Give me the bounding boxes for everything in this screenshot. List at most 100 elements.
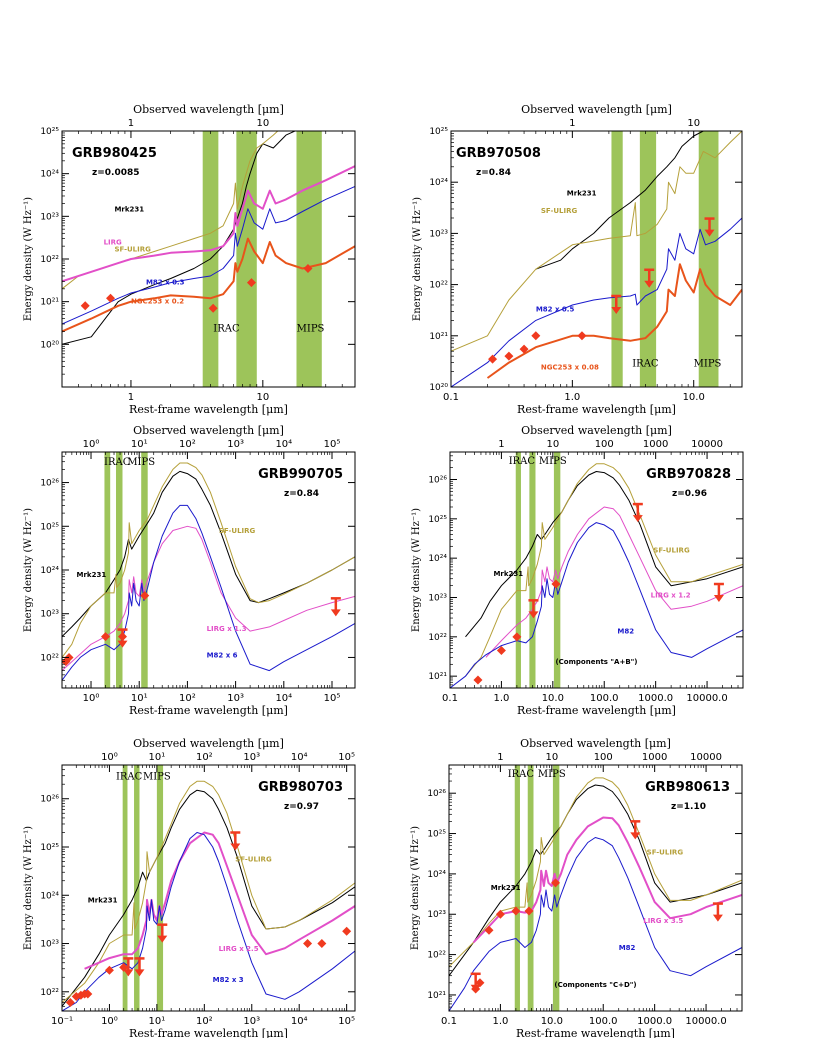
panel-title: GRB990705 <box>258 467 343 482</box>
data-point <box>473 675 483 685</box>
instrument-band <box>515 452 521 688</box>
y-tick-label: 10²⁵ <box>428 515 447 525</box>
series-line-sfulirg <box>62 131 279 290</box>
top-tick-label: 10⁰ <box>101 752 118 763</box>
x-tick-label: 0.1 <box>442 693 458 704</box>
instrument-band <box>552 765 560 1011</box>
series-line-lirg <box>84 831 355 970</box>
y-axis-title: Energy density (W Hz⁻¹) <box>23 508 34 632</box>
upper-limit-head <box>704 229 715 237</box>
sed-panel-grb970828: 0.1 1.0 10.0 100.0 1000.0 10000.0 1 10 100 1000 10… <box>411 424 744 717</box>
y-tick-label: 10²⁴ <box>429 178 448 188</box>
x-tick-label: 10¹ <box>131 693 148 704</box>
band-label: MIPS <box>143 772 171 783</box>
instrument-band <box>104 452 111 688</box>
x-tick-label: 10⁴ <box>291 1016 308 1027</box>
y-tick-label: 10²⁴ <box>40 566 59 576</box>
data-point <box>504 351 514 361</box>
data-point <box>511 906 521 916</box>
plot-area <box>450 452 743 688</box>
top-tick-label: 100 <box>595 439 614 450</box>
top-tick-label: 1000 <box>643 439 668 450</box>
y-tick-label: 10²¹ <box>428 672 447 682</box>
data-point <box>208 303 218 313</box>
data-point <box>140 591 150 601</box>
upper-limit <box>712 902 723 922</box>
upper-limit-head <box>713 595 724 603</box>
series-line-m82 <box>451 217 742 387</box>
series-line-lirg <box>62 165 355 283</box>
series-label: Mrk231 <box>567 189 597 197</box>
sed-panel-grb980425: 1 10 1 10 10²⁰ 10²¹ 10²² 10²³ 10²⁴ 10²⁵ Rest-frame… <box>23 103 356 416</box>
x-tick-label: 10⁵ <box>324 693 341 704</box>
y-tick-label: 10²³ <box>40 212 59 222</box>
series-line-mrk231 <box>62 789 355 1007</box>
top-tick-label: 1 <box>498 439 504 450</box>
series-label: LIRG x 1.3 <box>207 625 247 633</box>
data-point <box>512 632 522 642</box>
top-tick-label: 10⁵ <box>338 752 355 763</box>
series-line-sfulirg <box>465 463 743 677</box>
x-tick-label: 100.0 <box>589 1016 618 1027</box>
upper-limit-head <box>611 306 622 314</box>
y-tick-label: 10²² <box>40 255 59 265</box>
series-label: SF-ULIRG <box>653 546 690 554</box>
sed-panel-grb980613: 0.1 1.0 10.0 100.0 1000.0 10000.0 1 10 100 1000 10… <box>410 737 743 1038</box>
data-point <box>488 354 498 364</box>
instrument-band <box>236 131 257 387</box>
y-axis-title: Energy density (W Hz⁻¹) <box>412 197 423 321</box>
series-line-mrk231 <box>62 131 297 345</box>
series-line-m82 <box>449 837 742 1011</box>
plot-frame <box>61 764 356 1012</box>
data-point <box>495 909 505 919</box>
series-label: Mrk231 <box>114 205 144 213</box>
data-point <box>104 965 114 975</box>
data-point <box>101 632 111 642</box>
upper-limit-head <box>157 935 168 943</box>
plot-frame <box>450 130 743 388</box>
top-tick-label: 10⁵ <box>324 439 341 450</box>
redshift-label: z=0.96 <box>672 489 707 499</box>
y-tick-label: 10²⁴ <box>428 554 447 564</box>
x-axis-title: Rest-frame wavelength [μm] <box>129 403 288 416</box>
series-line-m82 <box>62 186 355 325</box>
x-tick-label: 1000.0 <box>637 1016 672 1027</box>
top-axis-title: Observed wavelength [μm] <box>133 103 284 116</box>
data-point <box>65 998 75 1008</box>
redshift-label: z=0.84 <box>284 489 319 499</box>
plot-area <box>449 765 742 1011</box>
upper-limit <box>230 831 241 851</box>
instrument-band <box>611 131 623 387</box>
panel-title: GRB980613 <box>645 780 730 795</box>
series-line-mrk231 <box>535 131 705 270</box>
panel-title: GRB970828 <box>646 467 731 482</box>
top-tick-label: 10² <box>196 752 213 763</box>
instrument-band <box>529 452 536 688</box>
top-tick-label: 10000 <box>691 439 723 450</box>
upper-limit <box>330 597 341 617</box>
panel-title: GRB980425 <box>72 146 157 161</box>
y-tick-label: 10²⁶ <box>428 475 447 485</box>
top-tick-label: 10⁴ <box>291 752 308 763</box>
components-note: (Components "A+B") <box>555 658 637 666</box>
series-line-m82 <box>450 522 743 688</box>
series-label: NGC253 x 0.2 <box>131 298 184 306</box>
x-tick-label: 10000.0 <box>685 1016 726 1027</box>
top-tick-label: 10¹ <box>131 439 148 450</box>
upper-limit-head <box>470 984 481 992</box>
top-tick-label: 10³ <box>243 752 260 763</box>
band-label: IRAC <box>632 359 659 370</box>
instrument-band <box>116 452 123 688</box>
redshift-label: z=0.84 <box>476 168 511 178</box>
series-line-sfulirg <box>449 777 742 968</box>
upper-limit <box>470 972 481 992</box>
instrument-band <box>156 765 164 1011</box>
series-label: M82 <box>617 628 634 636</box>
upper-limit <box>117 628 128 648</box>
instrument-band <box>527 765 534 1011</box>
plot-area <box>62 765 355 1011</box>
instrument-band <box>514 765 520 1011</box>
upper-limit <box>134 957 145 977</box>
y-tick-label: 10²¹ <box>427 991 446 1001</box>
